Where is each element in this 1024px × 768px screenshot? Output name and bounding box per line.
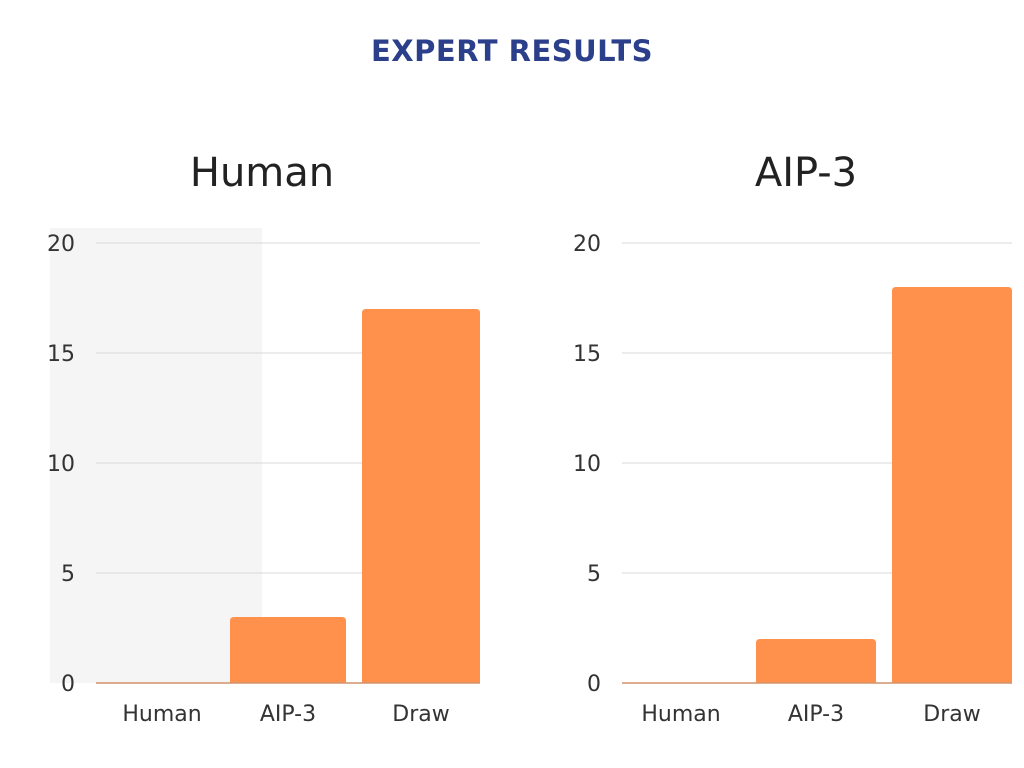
y-tick-label: 15: [573, 342, 601, 367]
bar-draw: [892, 287, 1012, 683]
page-title: EXPERT RESULTS: [370, 34, 654, 68]
bar-draw: [362, 309, 480, 683]
x-category-label: Draw: [392, 702, 449, 727]
x-category-label: Human: [641, 702, 720, 727]
y-tick-label: 15: [47, 342, 75, 367]
bar-aip-3: [230, 617, 346, 683]
y-tick-label: 0: [587, 672, 601, 697]
x-category-label: AIP-3: [260, 702, 316, 727]
bar-aip-3: [756, 639, 876, 683]
x-category-label: AIP-3: [788, 702, 844, 727]
y-tick-label: 10: [573, 452, 601, 477]
highlight-band: [50, 228, 262, 683]
x-category-label: Human: [122, 702, 201, 727]
y-tick-label: 20: [573, 232, 601, 257]
y-tick-label: 5: [587, 562, 601, 587]
chart-title: AIP-3: [755, 150, 857, 196]
y-tick-label: 10: [47, 452, 75, 477]
y-tick-label: 5: [61, 562, 75, 587]
x-category-label: Draw: [923, 702, 980, 727]
y-tick-label: 20: [47, 232, 75, 257]
y-tick-label: 0: [61, 672, 75, 697]
chart-title: Human: [190, 150, 334, 196]
